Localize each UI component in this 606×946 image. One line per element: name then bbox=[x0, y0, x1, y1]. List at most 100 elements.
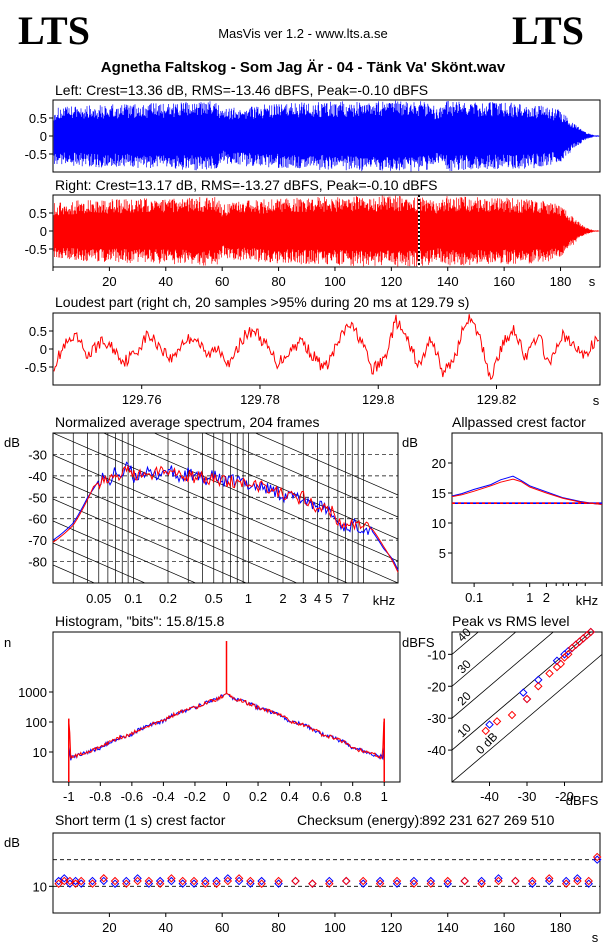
short-crest-point-right bbox=[358, 876, 368, 886]
peak-rms-diagonal bbox=[452, 653, 602, 782]
crest-xtick-label: 2 bbox=[543, 590, 550, 605]
right-waveform-xtick-label: 120 bbox=[380, 274, 402, 289]
peak-rms-point-right bbox=[534, 681, 543, 691]
histogram-ytick-label: 1000 bbox=[18, 685, 47, 700]
right-waveform-xlabel: s bbox=[589, 274, 596, 289]
peak-rms-point-right bbox=[586, 627, 596, 637]
spectrum-xtick-label: 0.5 bbox=[205, 591, 223, 606]
peak-rms-point-right bbox=[545, 669, 554, 678]
short-crest-point-right bbox=[54, 879, 63, 888]
spectrum-xlabel: kHz bbox=[373, 593, 395, 608]
short-crest-xtick-label: 40 bbox=[159, 920, 173, 935]
short-crest-xtick-label: 60 bbox=[215, 920, 229, 935]
short-crest-point-left bbox=[257, 876, 266, 886]
spectrum-slope-line bbox=[53, 542, 146, 583]
short-crest-point-left bbox=[133, 874, 142, 883]
short-crest-point-right bbox=[133, 876, 142, 886]
short-crest-point-left bbox=[110, 879, 120, 888]
spectrum-slope-line bbox=[153, 433, 398, 540]
spectrum-slope-line bbox=[102, 433, 398, 562]
short-crest-point-right bbox=[528, 876, 537, 886]
histogram-series-right bbox=[68, 692, 385, 760]
short-crest-point-left bbox=[358, 879, 368, 888]
loudest-ytick-label: 0.5 bbox=[29, 324, 47, 339]
spectrum-ytick-label: -60 bbox=[28, 512, 47, 527]
loudest-xtick-label: 129.8 bbox=[362, 392, 395, 407]
short-crest-point-right bbox=[561, 879, 571, 888]
crest-frame bbox=[451, 432, 603, 584]
spectrum-slope-line bbox=[53, 498, 248, 583]
short-crest-point-right bbox=[144, 876, 154, 886]
histogram-xtick-label: -0.6 bbox=[121, 789, 143, 804]
short-crest-point-right bbox=[477, 879, 486, 888]
crest-ytick-label: 10 bbox=[432, 516, 446, 531]
short-crest-point-right bbox=[291, 876, 300, 886]
short-crest-point-right bbox=[71, 879, 80, 888]
short-crest-xlabel: s bbox=[592, 930, 599, 945]
right-waveform-xtick-label: 20 bbox=[102, 274, 116, 289]
histogram-xtick-label: 0 bbox=[223, 789, 230, 804]
short-crest-point-left bbox=[291, 876, 300, 886]
spectrum-xtick-label: 0.2 bbox=[159, 591, 177, 606]
histogram-ylabel: n bbox=[4, 635, 11, 650]
short-crest-point-right bbox=[409, 879, 419, 888]
short-crest-point-left bbox=[325, 876, 334, 886]
short-crest-point-right bbox=[443, 876, 452, 886]
short-crest-point-right bbox=[65, 876, 75, 886]
short-crest-point-left bbox=[76, 879, 86, 888]
loudest-xtick-label: 129.76 bbox=[122, 392, 162, 407]
short-crest-point-right bbox=[246, 876, 255, 886]
spectrum-xtick-label: 0.05 bbox=[86, 591, 111, 606]
short-crest-point-left bbox=[375, 876, 385, 886]
left-waveform-title: Left: Crest=13.36 dB, RMS=-13.46 dBFS, P… bbox=[55, 82, 428, 98]
short-crest-point-right bbox=[201, 879, 210, 888]
short-crest-point-left bbox=[60, 874, 69, 883]
spectrum-ytick-label: -40 bbox=[28, 469, 47, 484]
right-waveform-ytick-label: 0.5 bbox=[29, 206, 47, 221]
short-crest-point-right bbox=[257, 879, 266, 888]
short-crest-point-right bbox=[274, 876, 283, 886]
short-crest-point-right bbox=[325, 879, 334, 888]
peak-rms-point-left bbox=[522, 694, 532, 704]
checksum-label: Checksum (energy): bbox=[297, 812, 423, 828]
histogram-ytick-label: 10 bbox=[33, 745, 47, 760]
short-crest-point-right bbox=[178, 876, 187, 886]
short-crest-point-right bbox=[223, 876, 233, 886]
crest-xtick-label: 0.1 bbox=[465, 590, 483, 605]
histogram-xtick-label: 0.6 bbox=[312, 789, 330, 804]
left-waveform-ytick-label: 0.5 bbox=[29, 111, 47, 126]
spectrum-xtick-label: 3 bbox=[300, 591, 307, 606]
short-crest-xtick-label: 120 bbox=[380, 920, 402, 935]
peak-rms-point-left bbox=[485, 720, 494, 729]
short-crest-point-left bbox=[584, 879, 593, 888]
crest-ylabel: dB bbox=[402, 435, 418, 450]
spectrum-slope-line bbox=[53, 476, 298, 583]
short-crest-point-left bbox=[223, 874, 233, 883]
short-crest-point-left bbox=[477, 876, 486, 886]
short-crest-point-left bbox=[155, 876, 165, 886]
loudest-ytick-label: -0.5 bbox=[25, 360, 47, 375]
right-waveform-xtick-label: 140 bbox=[437, 274, 459, 289]
short-crest-xtick-label: 80 bbox=[271, 920, 285, 935]
spectrum-grid-group bbox=[53, 433, 398, 583]
short-crest-point-left bbox=[99, 876, 109, 886]
peak-rms-xtick-label: -40 bbox=[480, 789, 499, 804]
peak-rms-point-right bbox=[481, 726, 490, 736]
short-crest-point-left bbox=[122, 876, 131, 886]
short-crest-point-right bbox=[76, 876, 86, 886]
peak-rms-diagonal-label: 10 bbox=[454, 721, 474, 741]
loudest-frame bbox=[52, 312, 601, 386]
left-waveform-signal bbox=[53, 100, 600, 172]
spectrum-xtick-label: 5 bbox=[325, 591, 332, 606]
spectrum-title: Normalized average spectrum, 204 frames bbox=[55, 414, 320, 430]
histogram-xtick-label: -0.4 bbox=[152, 789, 174, 804]
crest-title: Allpassed crest factor bbox=[452, 414, 586, 430]
right-waveform-xtick-label: 80 bbox=[271, 274, 285, 289]
short-crest-xtick-label: 180 bbox=[550, 920, 572, 935]
short-crest-xtick-label: 100 bbox=[324, 920, 346, 935]
spectrum-series-left bbox=[52, 461, 399, 571]
peak-rms-point-right bbox=[507, 710, 517, 720]
short-crest-point-left bbox=[511, 876, 520, 886]
short-crest-point-right bbox=[110, 876, 120, 886]
histogram-xtick-label: 0.4 bbox=[281, 789, 299, 804]
